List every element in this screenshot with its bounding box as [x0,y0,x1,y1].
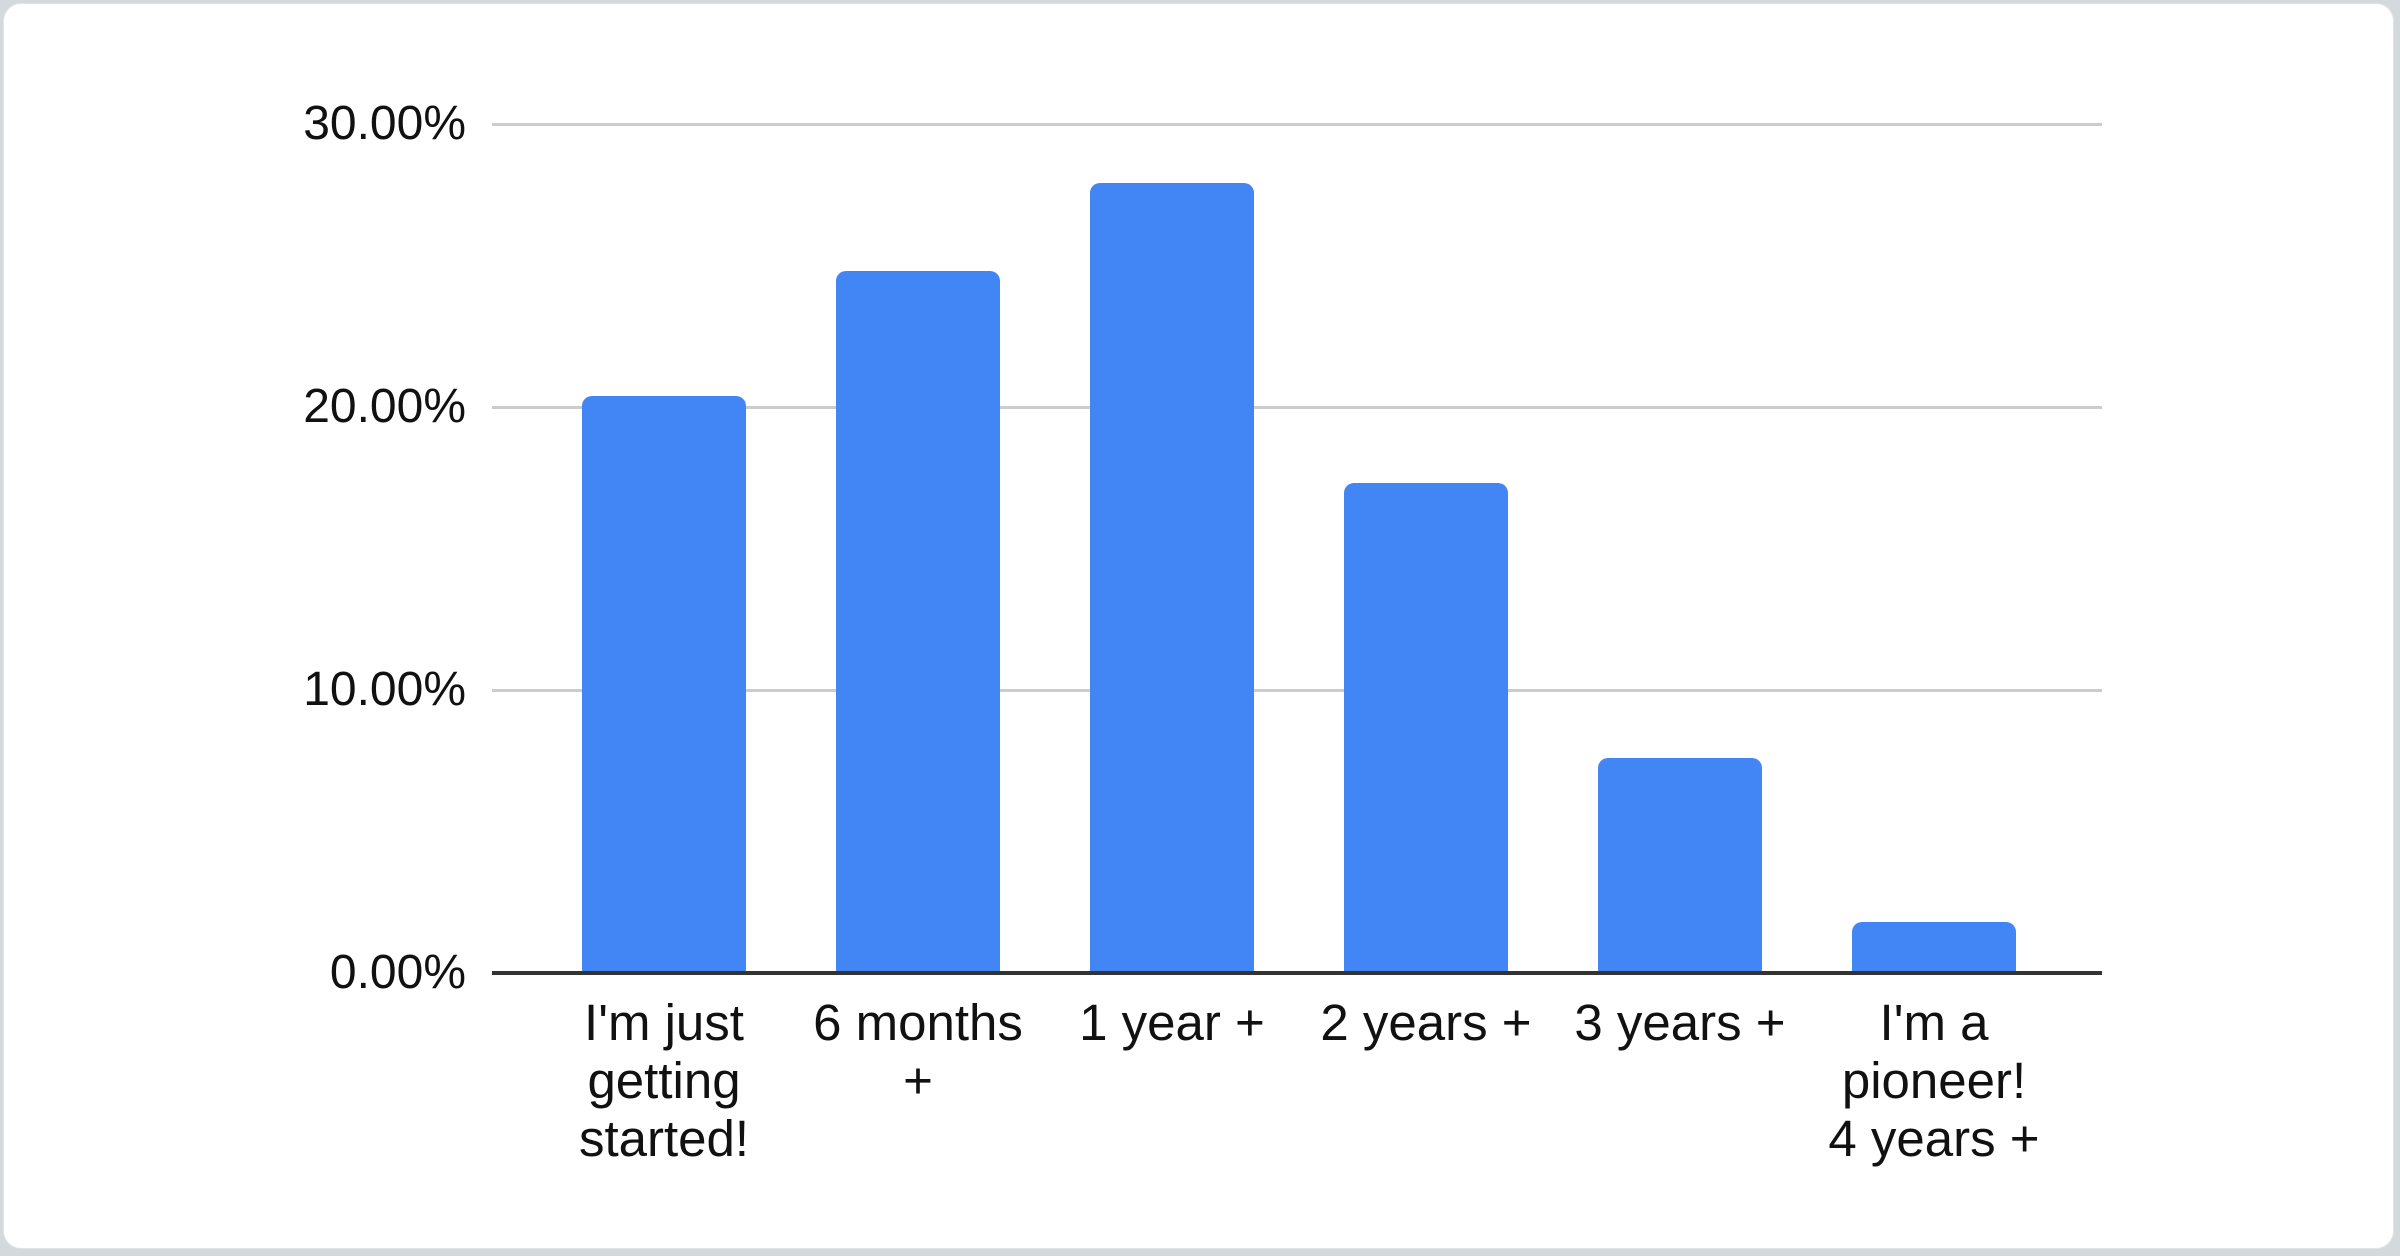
gridline-30-percent [492,122,2102,126]
x-axis-baseline [492,971,2102,975]
x-tick-label-im-just-getting-started: I'm just getting started! [578,994,750,1167]
bar-6-months-plus[interactable] [836,271,1000,973]
bar-im-just-getting-started[interactable] [582,396,746,973]
gridline-10-percent [492,688,2102,692]
y-tick-label-0: 0.00% [329,946,466,999]
y-tick-label-20: 20.00% [303,380,466,433]
bar-2-years-plus[interactable] [1344,483,1508,973]
x-tick-label-im-a-pioneer-4-years-plus: I'm a pioneer! 4 years + [1828,994,2040,1167]
x-tick-label-6-months-plus: 6 months + [813,994,1023,1109]
y-tick-label-10: 10.00% [303,663,466,716]
bar-im-a-pioneer-4-years-plus[interactable] [1852,922,2016,973]
x-tick-label-2-years-plus: 2 years + [1320,994,1532,1051]
x-tick-label-1-year-plus: 1 year + [1079,994,1265,1051]
x-axis: I'm just getting started! 6 months + 1 y… [492,994,2102,1254]
chart-card: 0.00% 10.00% 20.00% 30.00% I'm just gett… [3,3,2394,1249]
bar-3-years-plus[interactable] [1598,758,1762,973]
y-axis: 0.00% 10.00% 20.00% 30.00% [4,4,466,1248]
gridline-20-percent [492,405,2102,409]
plot-area [492,122,2102,975]
y-tick-label-30: 30.00% [303,97,466,150]
bar-1-year-plus[interactable] [1090,183,1254,973]
x-tick-label-3-years-plus: 3 years + [1574,994,1786,1051]
